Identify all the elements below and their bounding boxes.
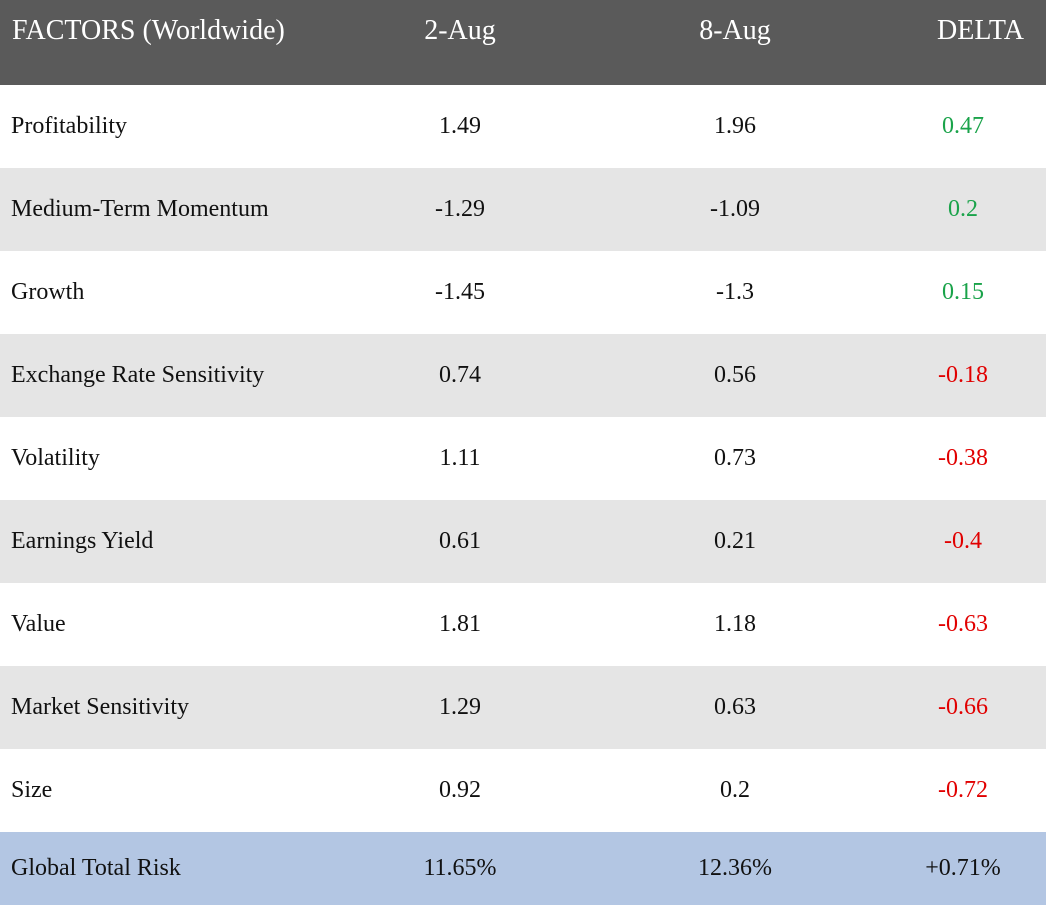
table-row: Size 0.92 0.2 -0.72 (0, 749, 1046, 832)
value-2-aug: 1.49 (439, 113, 481, 139)
factor-name: Growth (11, 279, 85, 305)
value-2-aug: 1.29 (439, 694, 481, 720)
delta-value: 0.47 (942, 113, 984, 139)
value-8-aug: 1.96 (714, 113, 756, 139)
total-row: Global Total Risk 11.65% 12.36% +0.71% (0, 832, 1046, 905)
value-8-aug: -1.09 (710, 196, 760, 222)
total-8-aug: 12.36% (698, 855, 772, 881)
delta-value: -0.4 (944, 528, 982, 554)
value-2-aug: 0.61 (439, 528, 481, 554)
value-2-aug: -1.45 (435, 279, 485, 305)
factor-name: Volatility (11, 445, 100, 471)
header-8-aug: 8-Aug (699, 15, 771, 46)
value-8-aug: 1.18 (714, 611, 756, 637)
delta-value: -0.66 (938, 694, 988, 720)
header-row: FACTORS (Worldwide) 2-Aug 8-Aug DELTA (0, 0, 1046, 85)
total-2-aug: 11.65% (423, 855, 497, 881)
factor-name: Medium-Term Momentum (11, 196, 269, 222)
value-8-aug: 0.56 (714, 362, 756, 388)
table-row: Growth -1.45 -1.3 0.15 (0, 251, 1046, 334)
value-2-aug: 0.92 (439, 777, 481, 803)
factor-name: Value (11, 611, 66, 637)
header-delta: DELTA (937, 15, 1024, 46)
header-2-aug: 2-Aug (424, 15, 496, 46)
delta-value: -0.63 (938, 611, 988, 637)
table-row: Medium-Term Momentum -1.29 -1.09 0.2 (0, 168, 1046, 251)
delta-value: -0.38 (938, 445, 988, 471)
value-8-aug: 0.73 (714, 445, 756, 471)
delta-value: 0.15 (942, 279, 984, 305)
factor-name: Size (11, 777, 53, 803)
value-8-aug: 0.63 (714, 694, 756, 720)
table-row: Earnings Yield 0.61 0.21 -0.4 (0, 500, 1046, 583)
delta-value: -0.72 (938, 777, 988, 803)
total-delta: +0.71% (925, 855, 1001, 881)
table-row: Value 1.81 1.18 -0.63 (0, 583, 1046, 666)
value-2-aug: 1.81 (439, 611, 481, 637)
total-label: Global Total Risk (11, 855, 181, 881)
table-row: Volatility 1.11 0.73 -0.38 (0, 417, 1046, 500)
value-8-aug: 0.21 (714, 528, 756, 554)
value-2-aug: 0.74 (439, 362, 481, 388)
value-2-aug: -1.29 (435, 196, 485, 222)
factor-name: Exchange Rate Sensitivity (11, 362, 265, 388)
delta-value: 0.2 (948, 196, 978, 222)
delta-value: -0.18 (938, 362, 988, 388)
table-row: Market Sensitivity 1.29 0.63 -0.66 (0, 666, 1046, 749)
header-factors: FACTORS (Worldwide) (12, 15, 285, 46)
value-8-aug: 0.2 (720, 777, 750, 803)
table-row: Exchange Rate Sensitivity 0.74 0.56 -0.1… (0, 334, 1046, 417)
table-row: Profitability 1.49 1.96 0.47 (0, 85, 1046, 168)
factor-name: Market Sensitivity (11, 694, 189, 720)
factor-name: Profitability (11, 113, 127, 139)
value-2-aug: 1.11 (439, 445, 481, 471)
value-8-aug: -1.3 (716, 279, 754, 305)
factor-name: Earnings Yield (11, 528, 154, 554)
